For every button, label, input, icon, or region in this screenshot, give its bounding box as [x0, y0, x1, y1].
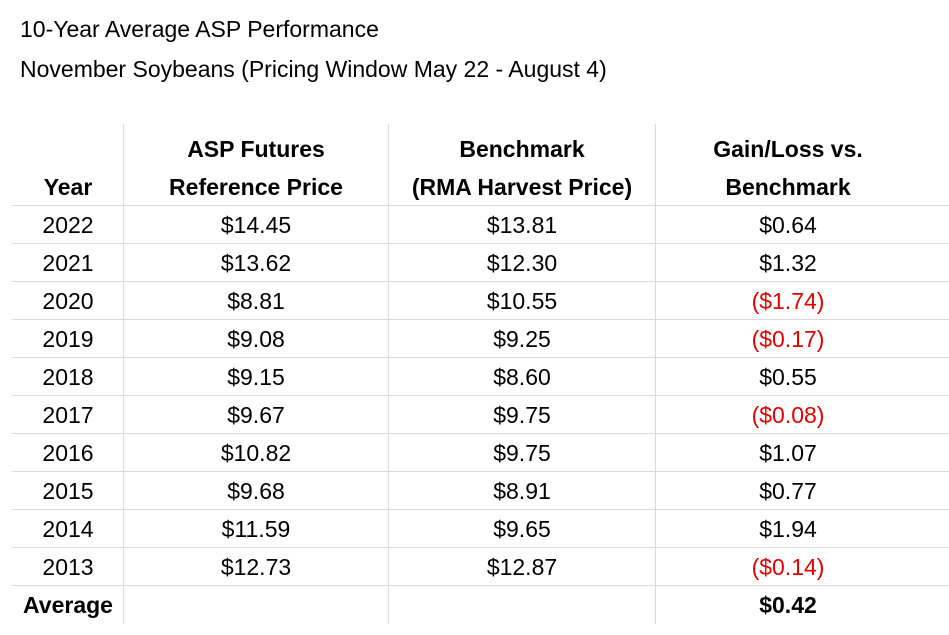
table-cell-gainloss: ($0.08)	[751, 402, 825, 428]
average-asp	[124, 586, 388, 624]
header-asp-line2: Reference Price	[169, 174, 343, 200]
table-cell-gainloss: $1.94	[759, 516, 817, 542]
table-cell-asp: $11.59	[221, 516, 291, 542]
row-divider	[12, 509, 949, 510]
table-cell-year: 2020	[42, 288, 94, 314]
header-year: Year	[43, 174, 93, 200]
row-divider	[12, 319, 949, 320]
row-divider	[12, 433, 949, 434]
table-cell-gainloss: ($1.74)	[751, 288, 825, 314]
row-divider	[12, 205, 949, 206]
header-gainloss-line1: Gain/Loss vs.	[713, 136, 863, 162]
table-cell-year: 2016	[42, 440, 94, 466]
table-cell-gainloss: $0.64	[759, 212, 817, 238]
table-cell-year: 2013	[42, 554, 94, 580]
table-cell-benchmark: $12.87	[486, 554, 558, 580]
table-cell-asp: $8.81	[227, 288, 285, 314]
row-divider	[12, 395, 949, 396]
page-subtitle: November Soybeans (Pricing Window May 22…	[20, 56, 607, 82]
header-asp-line1: ASP Futures	[187, 136, 325, 162]
table-cell-benchmark: $8.91	[493, 478, 551, 504]
table-cell-asp: $9.67	[227, 402, 285, 428]
table-cell-gainloss: $1.32	[759, 250, 817, 276]
table-cell-gainloss: $0.55	[759, 364, 817, 390]
header-year-line1	[12, 130, 124, 168]
column-divider	[388, 124, 389, 624]
table-cell-year: 2018	[42, 364, 94, 390]
page-title: 10-Year Average ASP Performance	[20, 16, 379, 42]
table-cell-benchmark: $9.75	[493, 440, 551, 466]
table-cell-year: 2022	[42, 212, 94, 238]
average-benchmark	[388, 586, 656, 624]
header-benchmark-line2: (RMA Harvest Price)	[411, 174, 633, 200]
average-label: Average	[23, 592, 113, 618]
table-cell-gainloss: ($0.17)	[751, 326, 825, 352]
table-cell-asp: $13.62	[220, 250, 292, 276]
table-cell-gainloss: ($0.14)	[751, 554, 825, 580]
table-cell-gainloss: $0.77	[759, 478, 817, 504]
table-cell-asp: $10.82	[220, 440, 292, 466]
average-gainloss: $0.42	[759, 592, 817, 618]
table-cell-year: 2021	[42, 250, 94, 276]
table-cell-benchmark: $8.60	[493, 364, 551, 390]
table-cell-benchmark: $13.81	[486, 212, 558, 238]
header-gainloss-line2: Benchmark	[725, 174, 851, 200]
table-cell-asp: $9.68	[227, 478, 285, 504]
row-divider	[12, 471, 949, 472]
table-cell-benchmark: $12.30	[486, 250, 558, 276]
table-cell-asp: $9.08	[227, 326, 285, 352]
table-cell-asp: $9.15	[227, 364, 285, 390]
table-cell-year: 2017	[42, 402, 94, 428]
table-cell-benchmark: $9.25	[493, 326, 551, 352]
table-cell-year: 2014	[42, 516, 94, 542]
header-benchmark-line1: Benchmark	[459, 136, 585, 162]
row-divider	[12, 585, 949, 586]
column-divider	[655, 124, 656, 624]
row-divider	[12, 281, 949, 282]
table-cell-benchmark: $9.65	[493, 516, 551, 542]
table-cell-year: 2019	[42, 326, 94, 352]
table-cell-benchmark: $10.55	[486, 288, 558, 314]
table-cell-gainloss: $1.07	[759, 440, 817, 466]
table-cell-asp: $14.45	[220, 212, 292, 238]
row-divider	[12, 357, 949, 358]
table-cell-asp: $12.73	[220, 554, 292, 580]
row-divider	[12, 547, 949, 548]
table-cell-year: 2015	[42, 478, 94, 504]
column-divider	[123, 124, 124, 624]
table-cell-benchmark: $9.75	[493, 402, 551, 428]
row-divider	[12, 243, 949, 244]
